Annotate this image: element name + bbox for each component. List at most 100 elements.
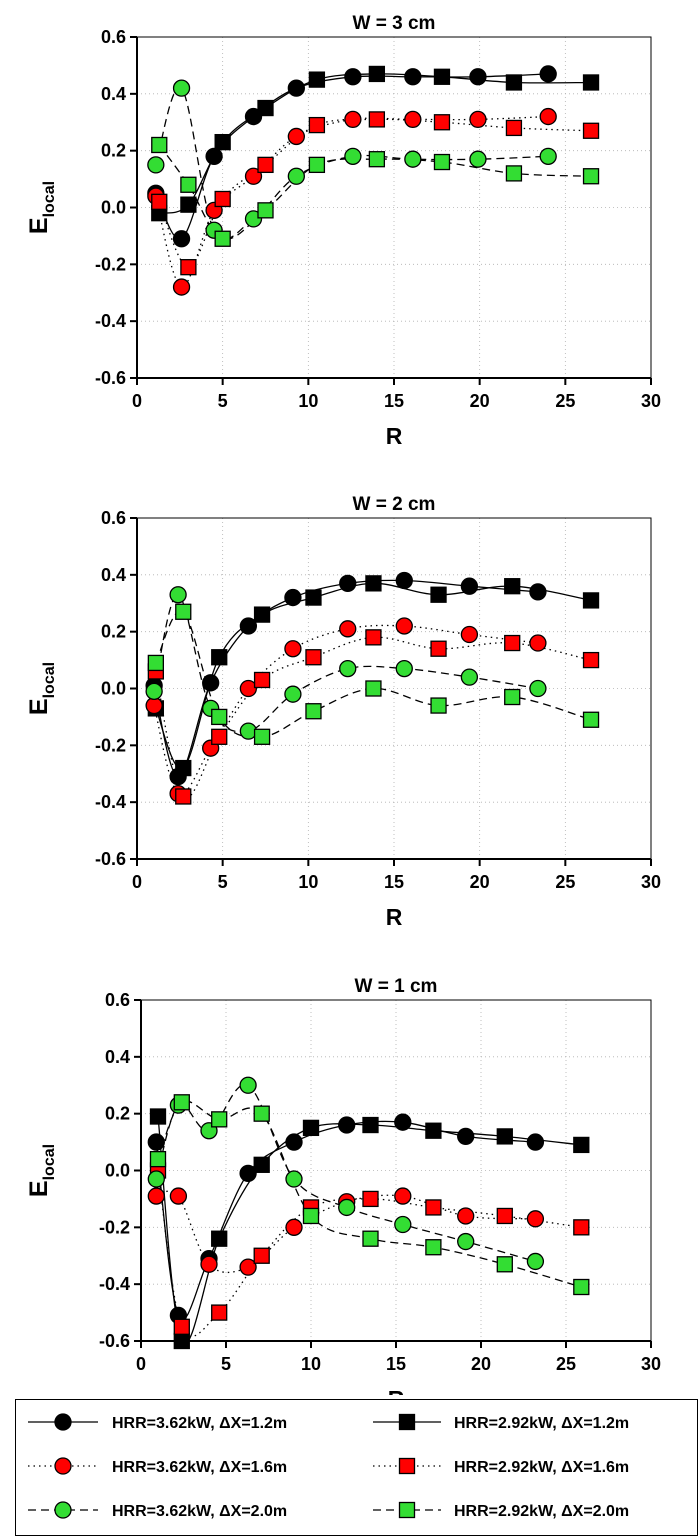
legend-svg: HRR=3.62kW, ΔX=1.2m HRR=2.92kW, ΔX=1.2m HR… bbox=[28, 1413, 629, 1520]
data-point bbox=[339, 620, 357, 638]
data-point bbox=[339, 574, 357, 593]
x-tick-label: 30 bbox=[641, 872, 661, 892]
series-markers-2 bbox=[151, 65, 600, 222]
data-point bbox=[147, 1133, 165, 1151]
data-point bbox=[582, 168, 600, 185]
y-axis-label: Elocal bbox=[25, 1144, 58, 1197]
data-point bbox=[147, 156, 165, 174]
data-point bbox=[257, 156, 274, 174]
x-tick-label: 10 bbox=[298, 872, 318, 892]
data-point bbox=[149, 1150, 167, 1168]
x-axis-label: R bbox=[386, 904, 403, 930]
data-point bbox=[430, 640, 447, 657]
data-point bbox=[205, 147, 223, 166]
data-point bbox=[284, 640, 302, 658]
data-point bbox=[496, 1256, 513, 1273]
data-point bbox=[173, 1332, 190, 1350]
data-point bbox=[284, 685, 302, 703]
data-point bbox=[175, 603, 192, 620]
data-point bbox=[149, 1108, 167, 1125]
x-tick-label: 25 bbox=[555, 391, 575, 411]
data-point bbox=[573, 1278, 590, 1296]
data-point bbox=[457, 1232, 475, 1251]
data-point bbox=[460, 577, 479, 595]
y-axis-label-sub: local bbox=[41, 181, 58, 217]
data-point bbox=[496, 1207, 513, 1225]
data-point bbox=[253, 606, 271, 623]
data-point bbox=[302, 1207, 320, 1225]
data-point bbox=[180, 196, 197, 213]
data-point bbox=[433, 114, 451, 131]
data-point bbox=[365, 680, 382, 697]
series-markers-4 bbox=[149, 1162, 590, 1335]
y-tick-label: -0.2 bbox=[99, 1217, 130, 1237]
legend-entry-6: HRR=2.92kW, ΔX=2.0m bbox=[373, 1501, 629, 1520]
data-point bbox=[394, 1113, 412, 1131]
series-markers-2 bbox=[149, 1108, 590, 1350]
series-markers-6 bbox=[151, 136, 600, 247]
data-point bbox=[239, 679, 258, 698]
data-point bbox=[308, 156, 326, 174]
chart-panel-3: 0 5 10 15 20 25 30 0.6 0.4 0.2 0.0 -0.2 -0.4 -0.6 W = … bbox=[25, 976, 661, 1412]
chart-title: W = 1 cm bbox=[355, 976, 438, 997]
data-point bbox=[404, 110, 422, 129]
y-tick-label: 0.2 bbox=[101, 622, 126, 642]
y-tick-label: 0.6 bbox=[101, 27, 126, 47]
data-point bbox=[211, 1111, 228, 1128]
series-markers-5 bbox=[145, 586, 547, 740]
data-point bbox=[285, 1170, 303, 1188]
y-tick-label: 0.2 bbox=[105, 1104, 130, 1124]
data-point bbox=[180, 176, 197, 193]
y-axis-label-sub: local bbox=[41, 1144, 58, 1180]
y-axis-label-main: E bbox=[25, 1180, 53, 1197]
data-point bbox=[404, 68, 422, 86]
x-tick-label: 15 bbox=[384, 872, 404, 892]
data-point bbox=[457, 1127, 475, 1146]
data-point bbox=[395, 659, 413, 678]
data-point bbox=[147, 1187, 165, 1205]
data-point bbox=[257, 202, 274, 219]
data-point bbox=[573, 1219, 590, 1236]
legend-marker bbox=[398, 1501, 416, 1519]
data-point bbox=[173, 1318, 190, 1335]
data-point bbox=[582, 122, 600, 139]
x-tick-label: 0 bbox=[132, 391, 142, 411]
y-tick-label: 0.4 bbox=[101, 565, 126, 585]
series-line-1 bbox=[155, 1120, 536, 1321]
data-point bbox=[308, 71, 326, 88]
x-tick-label: 5 bbox=[221, 1354, 231, 1374]
series-markers-6 bbox=[149, 1094, 590, 1296]
data-point bbox=[582, 711, 600, 728]
series-markers-4 bbox=[147, 629, 600, 805]
chart-panel-1: 0 5 10 15 20 25 30 0.6 0.4 0.2 0.0 -0.2 -0.4 -0.6 W = … bbox=[25, 13, 661, 449]
data-point bbox=[253, 1156, 270, 1173]
data-point bbox=[505, 119, 523, 137]
data-point bbox=[526, 1210, 545, 1228]
data-point bbox=[200, 1255, 218, 1273]
legend-entry-4: HRR=2.92kW, ΔX=1.6m bbox=[373, 1457, 629, 1476]
y-tick-label: 0.0 bbox=[101, 679, 126, 699]
data-point bbox=[395, 617, 413, 635]
y-tick-label: 0.2 bbox=[101, 141, 126, 161]
data-point bbox=[211, 728, 228, 745]
data-point bbox=[526, 1252, 545, 1271]
legend-entry-1: HRR=3.62kW, ΔX=1.2m bbox=[28, 1413, 287, 1432]
legend-marker bbox=[54, 1413, 72, 1431]
data-point bbox=[211, 708, 228, 726]
data-point bbox=[147, 1170, 165, 1188]
x-axis-label: R bbox=[386, 423, 403, 449]
y-tick-label: 0.0 bbox=[105, 1161, 130, 1181]
data-point bbox=[287, 79, 305, 97]
data-point bbox=[395, 571, 413, 590]
data-point bbox=[169, 586, 187, 604]
x-tick-label: 10 bbox=[301, 1354, 321, 1374]
y-axis-label: Elocal bbox=[25, 662, 58, 715]
data-point bbox=[573, 1136, 590, 1154]
legend-marker bbox=[398, 1457, 416, 1475]
data-point bbox=[368, 111, 386, 128]
data-point bbox=[180, 259, 197, 276]
data-point bbox=[285, 1133, 303, 1151]
data-point bbox=[394, 1187, 412, 1205]
y-tick-label: -0.6 bbox=[95, 368, 126, 388]
